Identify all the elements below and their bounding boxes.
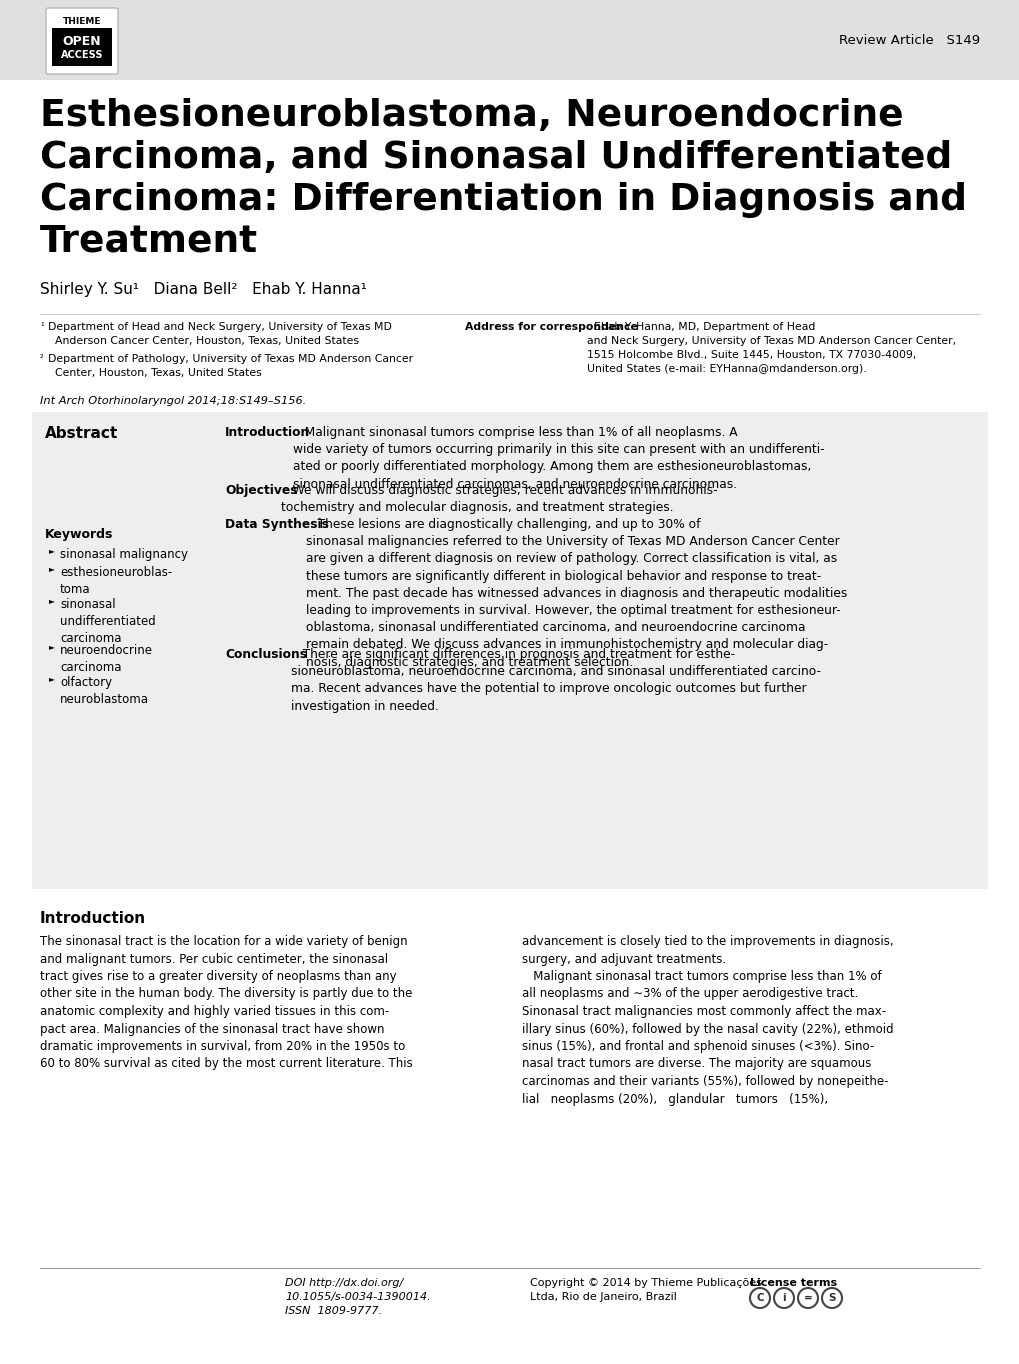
Text: Introduction: Introduction	[40, 911, 146, 926]
Text: sinonasal
undifferentiated
carcinoma: sinonasal undifferentiated carcinoma	[60, 597, 156, 645]
Text: olfactory
neuroblastoma: olfactory neuroblastoma	[60, 677, 149, 707]
Text: sinonasal malignancy: sinonasal malignancy	[60, 548, 187, 561]
Text: We will discuss diagnostic strategies, recent advances in immunohis-
tochemistry: We will discuss diagnostic strategies, r…	[280, 484, 717, 514]
Text: Carcinoma, and Sinonasal Undifferentiated: Carcinoma, and Sinonasal Undifferentiate…	[40, 140, 952, 176]
Text: S: S	[827, 1293, 835, 1303]
Text: Keywords: Keywords	[45, 528, 113, 542]
Text: Ehab Y. Hanna, MD, Department of Head
and Neck Surgery, University of Texas MD A: Ehab Y. Hanna, MD, Department of Head an…	[586, 322, 955, 374]
Text: Shirley Y. Su¹   Diana Bell²   Ehab Y. Hanna¹: Shirley Y. Su¹ Diana Bell² Ehab Y. Hanna…	[40, 282, 367, 297]
Text: ►: ►	[49, 546, 55, 555]
Text: ²: ²	[40, 355, 44, 363]
Text: Objectives: Objectives	[225, 484, 298, 496]
Text: License terms: License terms	[749, 1278, 837, 1288]
Text: Data Synthesis: Data Synthesis	[225, 518, 328, 531]
Text: Conclusions: Conclusions	[225, 648, 307, 662]
Text: These lesions are diagnostically challenging, and up to 30% of
sinonasal maligna: These lesions are diagnostically challen…	[306, 518, 847, 668]
Text: ►: ►	[49, 563, 55, 573]
Text: ACCESS: ACCESS	[61, 50, 103, 60]
Text: Department of Pathology, University of Texas MD Anderson Cancer
  Center, Housto: Department of Pathology, University of T…	[48, 355, 413, 378]
Bar	[32, 412, 987, 889]
Bar	[52, 29, 112, 65]
Text: The sinonasal tract is the location for a wide variety of benign
and malignant t: The sinonasal tract is the location for …	[40, 934, 413, 1071]
FancyBboxPatch shape	[46, 8, 118, 74]
Text: Treatment: Treatment	[40, 224, 258, 261]
Text: Int Arch Otorhinolaryngol 2014;18:S149–S156.: Int Arch Otorhinolaryngol 2014;18:S149–S…	[40, 396, 306, 406]
Text: esthesioneuroblas-
toma: esthesioneuroblas- toma	[60, 566, 172, 596]
Text: ►: ►	[49, 674, 55, 683]
Text: ¹: ¹	[40, 322, 44, 331]
Text: Introduction: Introduction	[225, 426, 310, 439]
Text: THIEME: THIEME	[63, 18, 101, 26]
Text: Ltda, Rio de Janeiro, Brazil: Ltda, Rio de Janeiro, Brazil	[530, 1292, 677, 1303]
Text: Esthesioneuroblastoma, Neuroendocrine: Esthesioneuroblastoma, Neuroendocrine	[40, 98, 903, 134]
Text: Malignant sinonasal tumors comprise less than 1% of all neoplasms. A
wide variet: Malignant sinonasal tumors comprise less…	[292, 426, 823, 491]
Text: neuroendocrine
carcinoma: neuroendocrine carcinoma	[60, 644, 153, 674]
Text: =: =	[803, 1293, 811, 1303]
Text: Review Article   S149: Review Article S149	[838, 34, 979, 46]
Text: OPEN: OPEN	[62, 35, 101, 48]
Text: Department of Head and Neck Surgery, University of Texas MD
  Anderson Cancer Ce: Department of Head and Neck Surgery, Uni…	[48, 322, 391, 346]
Bar	[0, 0, 1019, 80]
Text: Carcinoma: Differentiation in Diagnosis and: Carcinoma: Differentiation in Diagnosis …	[40, 181, 966, 218]
Text: Abstract: Abstract	[45, 426, 118, 441]
Text: ISSN  1809-9777.: ISSN 1809-9777.	[284, 1305, 382, 1316]
Text: Copyright © 2014 by Thieme Publicações: Copyright © 2014 by Thieme Publicações	[530, 1278, 761, 1288]
Text: ►: ►	[49, 642, 55, 651]
Text: 10.1055/s-0034-1390014.: 10.1055/s-0034-1390014.	[284, 1292, 430, 1303]
Text: advancement is closely tied to the improvements in diagnosis,
surgery, and adjuv: advancement is closely tied to the impro…	[522, 934, 893, 1105]
Text: There are significant differences in prognosis and treatment for esthe-
sioneuro: There are significant differences in pro…	[290, 648, 820, 712]
Text: DOI http://dx.doi.org/: DOI http://dx.doi.org/	[284, 1278, 403, 1288]
Text: i: i	[782, 1293, 785, 1303]
Text: ►: ►	[49, 596, 55, 606]
Text: C: C	[755, 1293, 763, 1303]
Text: Address for correspondence: Address for correspondence	[465, 322, 637, 331]
